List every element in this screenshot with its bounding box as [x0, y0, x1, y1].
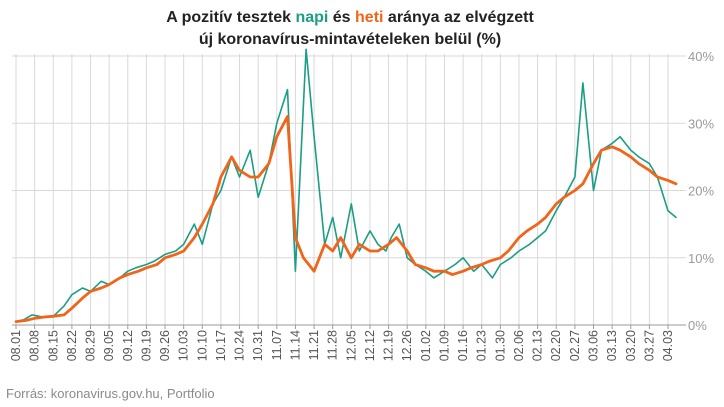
x-tick-label: 03.20: [624, 330, 638, 361]
x-tick-label: 01.16: [456, 330, 470, 361]
x-tick-label: 10.17: [214, 330, 228, 361]
x-tick-label: 01.02: [419, 330, 433, 361]
x-tick-label: 01.23: [475, 330, 489, 361]
y-tick-label: 30%: [688, 116, 714, 131]
source-note: Forrás: koronavirus.gov.hu, Portfolio: [6, 386, 215, 401]
x-tick-label: 10.03: [177, 330, 191, 361]
x-tick-label: 02.27: [568, 330, 582, 361]
x-tick-label: 08.29: [84, 330, 98, 361]
x-tick-label: 10.24: [233, 330, 247, 361]
chart-title-line-2: új koronavírus-mintavételeken belül (%): [199, 31, 501, 48]
x-tick-label: 08.08: [28, 330, 42, 361]
x-tick-label: 02.20: [549, 330, 563, 361]
title-part-3: aránya az elvégzett: [383, 9, 534, 26]
y-axis-labels: 0% 10% 20% 30% 40%: [688, 49, 714, 333]
x-tick-label: 08.15: [46, 330, 60, 361]
x-grid-layer: [15, 54, 669, 329]
x-tick-label: 12.05: [344, 330, 358, 361]
x-tick-label: 10.10: [195, 330, 209, 361]
y-tick-label: 40%: [688, 49, 714, 64]
y-tick-label: 10%: [688, 251, 714, 266]
x-tick-label: 12.19: [382, 330, 396, 361]
x-tick-label: 03.27: [642, 330, 656, 361]
series-line-heti: [14, 115, 678, 324]
x-tick-label: 08.01: [9, 330, 23, 361]
x-tick-label: 01.30: [493, 330, 507, 361]
x-tick-label: 11.14: [288, 330, 302, 360]
x-tick-label: 11.07: [270, 330, 284, 360]
x-tick-label: 11.21: [307, 330, 321, 360]
x-tick-label: 11.28: [326, 330, 340, 360]
y-tick-label: 20%: [688, 184, 714, 199]
x-tick-label: 03.13: [605, 330, 619, 361]
x-tick-label: 09.12: [121, 330, 135, 361]
title-part-2: és: [328, 9, 355, 26]
x-tick-label: 10.31: [251, 330, 265, 361]
grid-layer: [12, 55, 686, 259]
title-part-1: A pozitív tesztek: [166, 9, 295, 26]
x-tick-label: 08.22: [65, 330, 79, 361]
x-tick-label: 04.03: [661, 330, 675, 361]
x-tick-label: 03.06: [587, 330, 601, 361]
x-tick-label: 02.06: [512, 330, 526, 361]
x-tick-label: 09.05: [102, 330, 116, 361]
title-heti-word: heti: [355, 9, 383, 26]
x-tick-label: 02.13: [531, 330, 545, 361]
x-tick-label: 12.26: [400, 330, 414, 361]
x-tick-label: 12.12: [363, 330, 377, 361]
y-tick-label: 0%: [688, 318, 707, 333]
chart-title-line-1: A pozitív tesztek napi és heti aránya az…: [166, 9, 534, 26]
x-tick-label: 01.09: [437, 330, 451, 361]
title-napi-word: napi: [295, 9, 328, 26]
x-tick-label: 09.19: [139, 330, 153, 361]
x-tick-label: 09.26: [158, 330, 172, 361]
series-layer: [14, 48, 678, 324]
x-axis-labels: 08.01 08.08 08.15 08.22 08.29 09.05 09.12 09.19…: [9, 330, 675, 361]
